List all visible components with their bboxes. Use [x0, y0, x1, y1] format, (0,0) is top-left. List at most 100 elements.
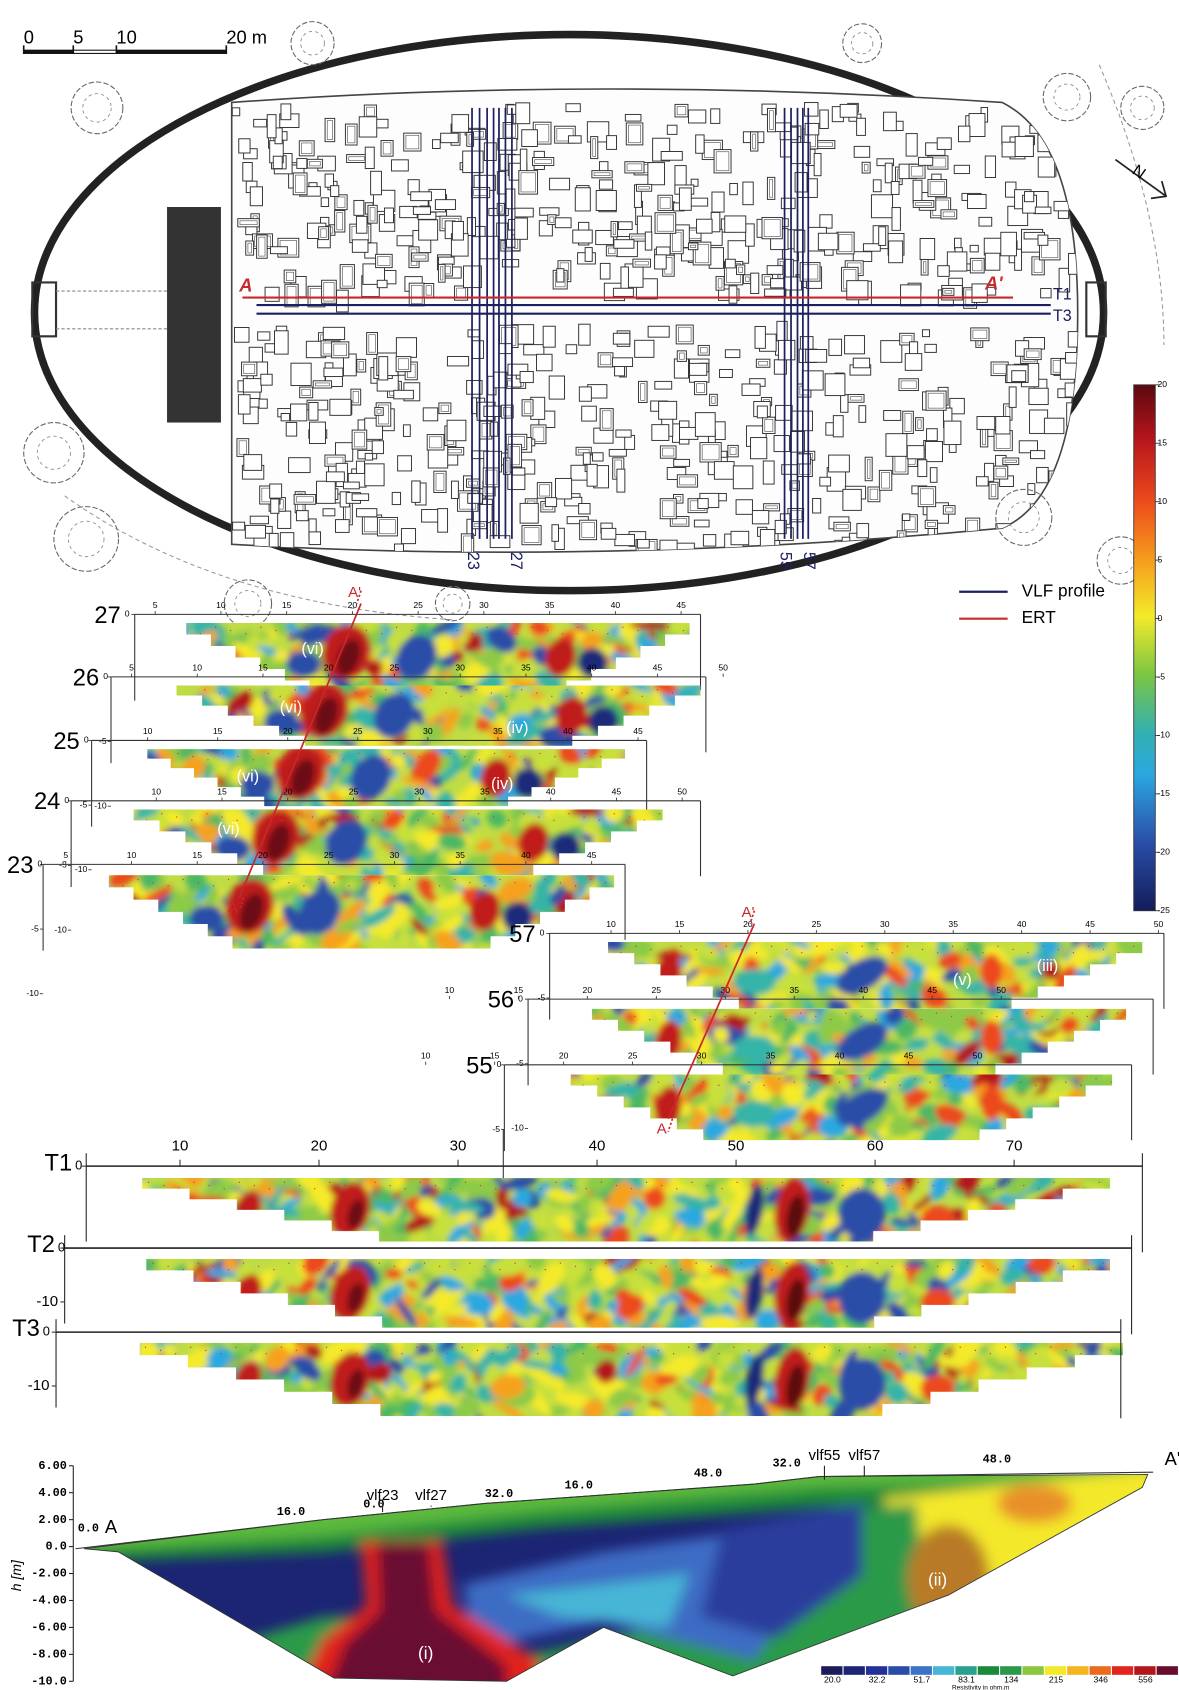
grave	[946, 251, 968, 272]
grave	[376, 279, 388, 289]
grave	[299, 386, 314, 399]
grave-inner	[1026, 350, 1040, 358]
anomaly	[665, 654, 680, 670]
grave	[842, 488, 862, 511]
electrode-dot	[688, 1078, 690, 1080]
grave-inner	[523, 401, 532, 415]
electrode-dot	[145, 819, 148, 821]
electrode-dot	[1008, 1181, 1010, 1183]
grave-inner	[1004, 459, 1017, 463]
anomaly	[117, 936, 136, 949]
anomaly	[923, 1078, 939, 1093]
anomaly	[914, 1008, 953, 1031]
anomaly	[124, 923, 153, 947]
electrode-dot	[245, 633, 247, 635]
anomaly	[882, 1191, 901, 1215]
electrode-dot	[581, 692, 583, 694]
grave	[702, 534, 717, 547]
grave	[515, 102, 531, 125]
anomaly	[187, 721, 203, 739]
grave-inner	[440, 404, 450, 412]
grave	[659, 498, 677, 520]
grave	[917, 486, 937, 508]
anomaly	[274, 926, 289, 939]
electrode-dot	[656, 689, 659, 691]
scale-bar	[23, 49, 227, 54]
electrode-dot	[680, 945, 682, 947]
distance-tick-label: 35	[948, 919, 958, 929]
anomaly	[215, 659, 234, 673]
anomaly	[457, 633, 469, 645]
grave	[620, 266, 629, 291]
electrode-dot	[303, 885, 305, 887]
anomaly	[174, 717, 194, 733]
anomaly	[550, 1077, 571, 1099]
outer-wall	[30, 30, 1108, 595]
anomaly	[546, 1179, 562, 1189]
anomaly	[688, 706, 701, 725]
tree	[842, 23, 883, 64]
anomaly	[888, 1115, 913, 1137]
anomaly	[341, 861, 373, 876]
electrode-dot	[831, 948, 833, 951]
anomaly	[176, 1215, 198, 1235]
anomaly	[105, 1178, 130, 1200]
electrode-dot	[612, 1081, 614, 1083]
grave-inner	[690, 244, 697, 248]
anomaly	[759, 941, 785, 956]
anomaly	[1036, 1203, 1059, 1227]
anomaly	[1005, 941, 1038, 960]
distance-tick-label: 30	[414, 786, 424, 796]
grave	[437, 256, 455, 265]
grave	[666, 467, 687, 480]
anomaly	[346, 688, 375, 700]
grave-inner	[927, 392, 945, 409]
distance-tick-label: 5	[153, 600, 158, 610]
grave-inner	[676, 106, 687, 116]
electrode-dot	[538, 816, 540, 818]
electrode-dot	[387, 813, 389, 815]
anomaly	[590, 964, 603, 977]
anomaly	[577, 1123, 600, 1135]
grave-inner	[347, 125, 356, 144]
electrode-dot	[620, 952, 622, 954]
electrode-dot	[419, 1181, 421, 1183]
anomaly	[120, 809, 160, 822]
grave	[636, 538, 650, 549]
electrode-dot	[906, 945, 909, 947]
grave-inner	[1073, 135, 1078, 141]
grave	[451, 114, 470, 133]
anomaly	[140, 1226, 168, 1242]
grave	[323, 367, 344, 378]
anomaly	[245, 752, 272, 777]
anomaly	[296, 884, 314, 895]
grave	[391, 491, 402, 506]
anomaly	[1078, 1309, 1096, 1327]
grave-inner	[366, 106, 375, 117]
anomaly-strong	[189, 905, 224, 932]
grave	[600, 527, 617, 540]
grave	[290, 362, 312, 387]
electrode-dot	[721, 1188, 723, 1190]
grave-inner	[295, 496, 314, 503]
electrode-dot	[494, 752, 496, 755]
anomaly	[107, 851, 126, 869]
anomaly-strong	[469, 892, 501, 931]
tree	[434, 585, 471, 622]
anomaly	[143, 1225, 156, 1242]
anomaly-strong	[350, 754, 392, 801]
grave	[921, 542, 938, 553]
grave	[612, 357, 634, 368]
distance-tick-label: 20	[348, 600, 358, 610]
grave	[519, 502, 539, 524]
anomaly	[99, 1287, 117, 1301]
electrode-dot	[1027, 952, 1029, 954]
grave	[612, 332, 631, 345]
grave-inner	[763, 219, 781, 237]
grave	[578, 386, 592, 402]
anomaly	[326, 763, 343, 777]
anomaly	[214, 1228, 253, 1242]
distance-tick-label: 10	[445, 985, 455, 995]
anomaly	[709, 1074, 727, 1088]
electrode-dot	[275, 629, 277, 632]
